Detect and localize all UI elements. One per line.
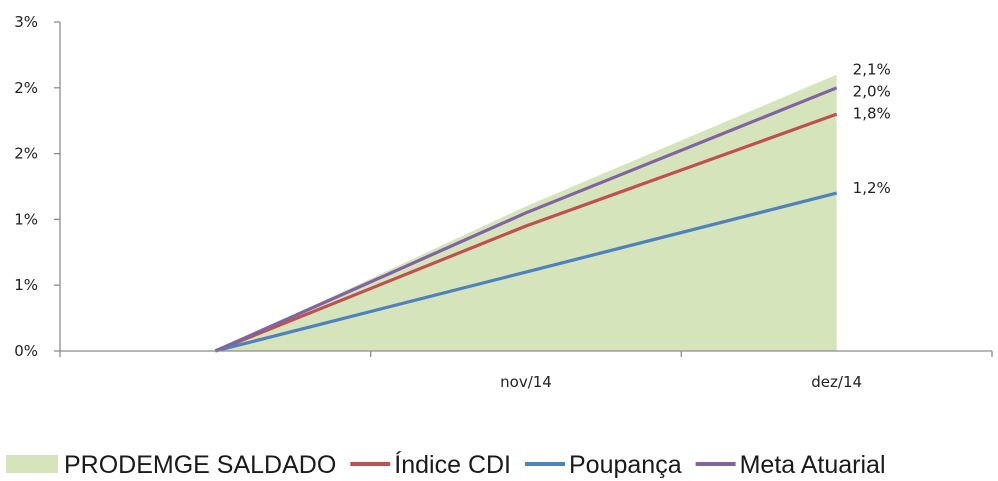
- data-label: 1,8%: [853, 105, 891, 123]
- y-tick-label: 3%: [14, 13, 38, 31]
- legend-label: PRODEMGE SALDADO: [64, 451, 336, 479]
- data-labels: 2,1% 2,0% 1,8% 1,2%: [853, 61, 891, 197]
- line-poupanca: [214, 191, 838, 353]
- legend-label: Índice CDI: [394, 450, 511, 479]
- x-tick-label: dez/14: [811, 373, 862, 391]
- legend: PRODEMGE SALDADO Índice CDI Poupança Meta A…: [6, 450, 886, 479]
- series-lines: [214, 86, 838, 353]
- y-tick-label: 0%: [14, 342, 38, 360]
- line-meta-atuarial: [214, 86, 838, 353]
- x-tick-label: nov/14: [500, 373, 552, 391]
- legend-swatch-area: [6, 455, 58, 473]
- axes: [59, 22, 992, 352]
- y-tick-label: 1%: [14, 210, 38, 228]
- x-axis-ticks: nov/14 dez/14: [59, 351, 993, 391]
- line-indice-cdi: [214, 112, 838, 353]
- data-label: 1,2%: [853, 179, 891, 197]
- y-axis-ticks: 0% 1% 1% 2% 2% 3%: [14, 13, 60, 360]
- y-tick-label: 1%: [14, 276, 38, 294]
- data-label: 2,1%: [853, 61, 891, 79]
- legend-label: Poupança: [569, 451, 682, 479]
- y-tick-label: 2%: [14, 145, 38, 163]
- y-tick-label: 2%: [14, 79, 38, 97]
- legend-label: Meta Atuarial: [740, 451, 886, 479]
- data-label: 2,0%: [853, 83, 891, 101]
